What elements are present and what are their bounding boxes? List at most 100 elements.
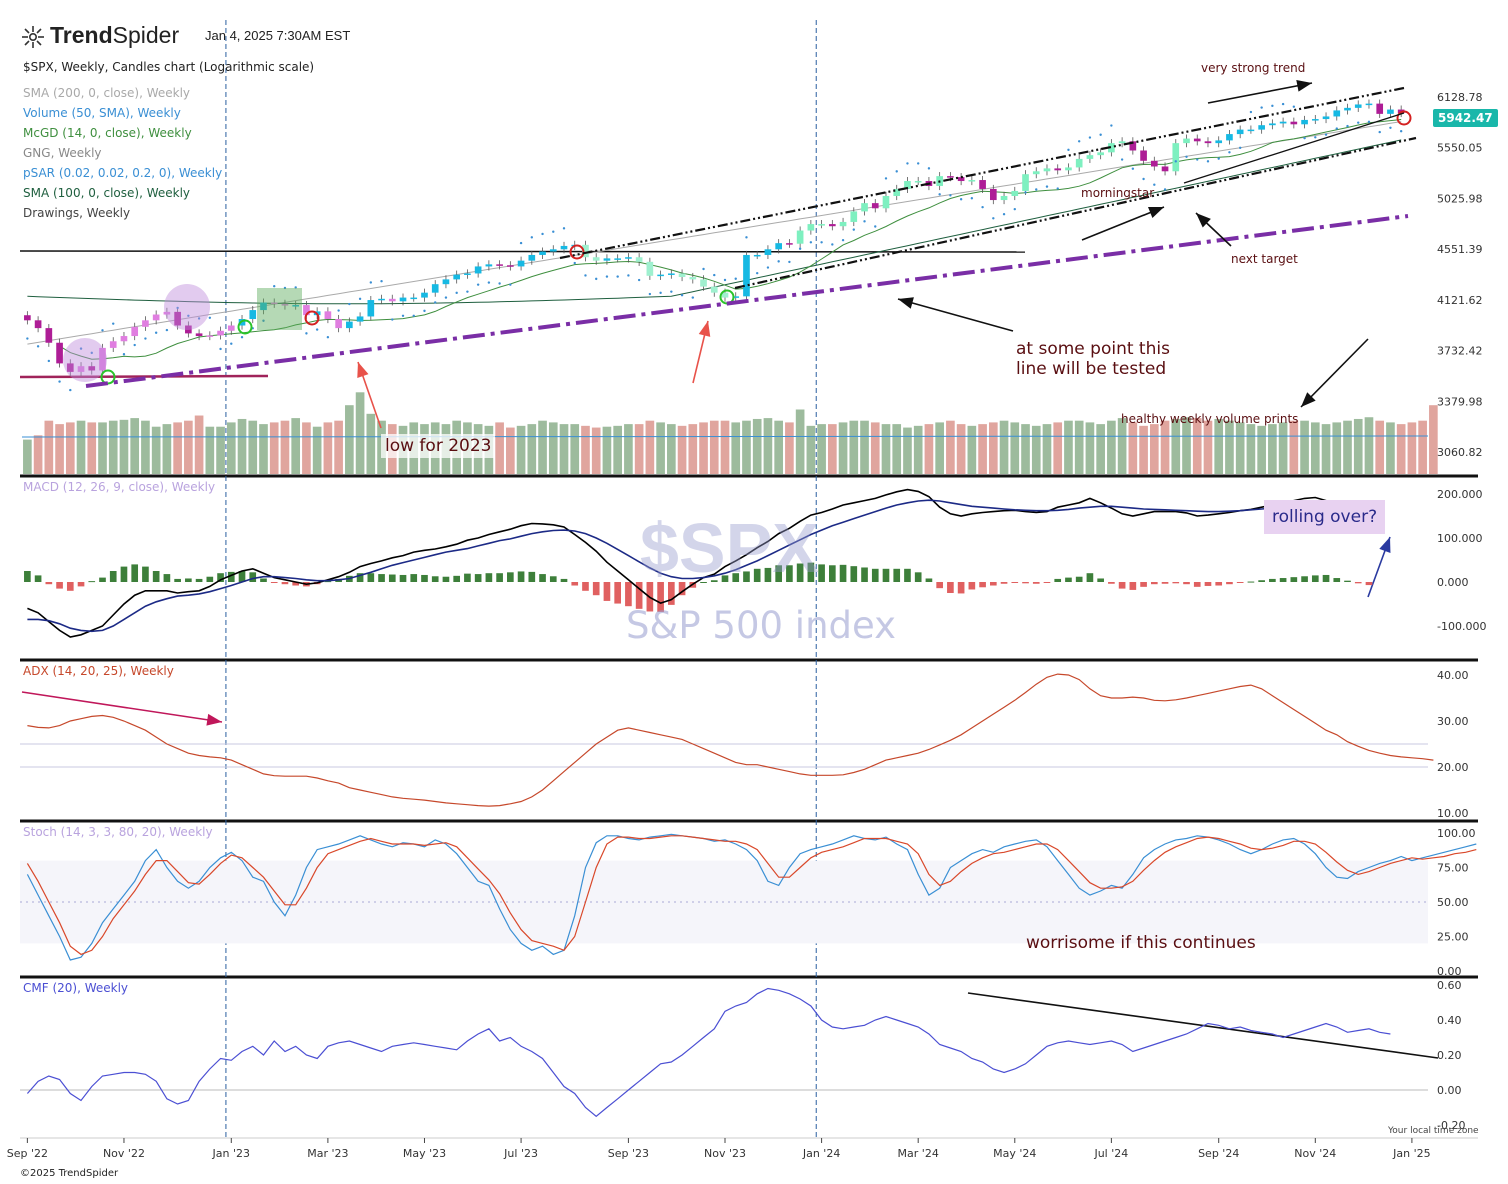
stoch-tick-label: 100.00 <box>1437 827 1476 840</box>
volume-bar <box>1182 417 1191 474</box>
price-candle <box>77 362 85 376</box>
price-candle <box>989 184 997 205</box>
volume-bar <box>280 420 290 474</box>
psar-dot <box>101 329 104 332</box>
volume-bar <box>1343 420 1352 474</box>
macd-histogram-bar <box>732 573 740 582</box>
price-candle <box>1011 186 1019 201</box>
psar-dot <box>562 227 566 230</box>
highlight-circle <box>63 338 107 382</box>
macd-histogram-bar <box>678 582 686 596</box>
macd-histogram-bar <box>1269 578 1276 582</box>
volume-bar <box>98 422 107 474</box>
price-candle <box>839 217 847 231</box>
price-candle <box>1193 134 1201 146</box>
psar-dot <box>219 347 222 351</box>
macd-histogram-bar <box>1129 582 1137 590</box>
psar-dot <box>573 261 576 265</box>
volume-bar <box>978 424 987 474</box>
price-candle <box>485 260 493 271</box>
macd-histogram-bar <box>1215 582 1223 586</box>
price-candle <box>743 250 750 301</box>
signal-circle <box>1396 110 1412 126</box>
psar-dot <box>187 314 190 317</box>
macd-histogram-bar <box>249 572 257 582</box>
indicator-legend-item[interactable]: Volume (50, SMA), Weekly <box>23 106 181 120</box>
price-candle <box>431 280 439 297</box>
macd-histogram-bar <box>1172 582 1180 584</box>
indicator-legend-item[interactable]: SMA (100, 0, close), Weekly <box>23 186 191 200</box>
x-tick-label: Jan '24 <box>802 1147 840 1160</box>
macd-histogram-bar <box>603 582 611 601</box>
macd-histogram-bar <box>839 564 847 582</box>
volume-bar <box>1235 422 1245 474</box>
price-candle <box>818 220 825 229</box>
signal-line <box>27 499 1370 633</box>
volume-bar <box>1289 420 1299 474</box>
price-candle <box>1365 99 1373 109</box>
psar-dot <box>26 337 29 340</box>
price-candle <box>517 256 525 271</box>
macd-histogram-bar <box>131 564 139 582</box>
adx-title[interactable]: ADX (14, 20, 25), Weekly <box>23 664 174 678</box>
stoch-title[interactable]: Stoch (14, 3, 3, 80, 20), Weekly <box>23 825 213 839</box>
indicator-legend-item[interactable]: GNG, Weekly <box>23 146 102 160</box>
indicator-legend-item[interactable]: Drawings, Weekly <box>23 206 131 220</box>
volume-bar <box>1096 424 1105 474</box>
macd-histogram-bar <box>464 573 471 582</box>
macd-histogram-bar <box>88 581 96 583</box>
psar-dot <box>831 243 834 246</box>
indicator-legend-item[interactable]: SMA (200, 0, close), Weekly <box>23 86 191 100</box>
psar-dot <box>552 230 555 233</box>
macd-histogram-bar <box>1000 582 1008 584</box>
macd-histogram-bar <box>485 573 493 582</box>
price-candle <box>775 239 782 254</box>
price-candle <box>968 175 976 186</box>
volume-bar <box>1053 422 1063 474</box>
price-candle <box>346 317 353 333</box>
price-candle <box>34 316 42 333</box>
macd-histogram-bar <box>1086 573 1094 582</box>
price-candle <box>367 295 375 321</box>
macd-histogram-bar <box>989 582 997 586</box>
cmf-title[interactable]: CMF (20), Weekly <box>23 981 129 995</box>
macd-histogram-bar <box>453 575 461 582</box>
price-tick-label: 6128.78 <box>1437 91 1483 104</box>
macd-histogram-bar <box>668 582 675 605</box>
volume-sma-line <box>21 435 1429 438</box>
macd-histogram-bar <box>914 572 922 582</box>
psar-dot <box>734 277 737 280</box>
psar-dot <box>1217 157 1220 160</box>
x-tick-label: Nov '22 <box>103 1147 145 1160</box>
macd-histogram-bar <box>517 571 525 582</box>
volume-bar <box>1064 420 1073 474</box>
volume-bar <box>1257 425 1266 474</box>
psar-dot <box>294 286 297 289</box>
psar-dot <box>58 380 61 383</box>
cmf-tick-label: -0.20 <box>1437 1119 1465 1132</box>
psar-dot <box>841 238 845 242</box>
price-candle <box>678 269 686 282</box>
volume-bar <box>1214 418 1224 474</box>
macd-histogram-bar <box>474 574 482 582</box>
volume-bar <box>76 420 86 474</box>
price-candle <box>764 245 772 260</box>
price-candle <box>1161 162 1169 176</box>
psar-dot <box>337 309 340 312</box>
price-candle <box>957 173 965 186</box>
psar-dot <box>466 290 469 293</box>
lower-channel-line <box>734 136 1417 290</box>
macd-histogram-bar <box>34 575 42 582</box>
price-candle <box>1140 146 1147 165</box>
macd-title[interactable]: MACD (12, 26, 9, close), Weekly <box>23 480 216 494</box>
macd-histogram-bar <box>721 575 729 582</box>
volume-bar <box>366 413 376 474</box>
indicator-legend-item[interactable]: McGD (14, 0, close), Weekly <box>23 126 192 140</box>
volume-bar <box>355 392 365 474</box>
volume-bar <box>65 422 75 474</box>
psar-dot <box>1292 105 1296 108</box>
psar-dot <box>702 267 705 271</box>
psar-dot <box>863 220 866 223</box>
indicator-legend-item[interactable]: pSAR (0.02, 0.02, 0.2, 0), Weekly <box>23 166 223 180</box>
volume-bar <box>44 420 54 474</box>
